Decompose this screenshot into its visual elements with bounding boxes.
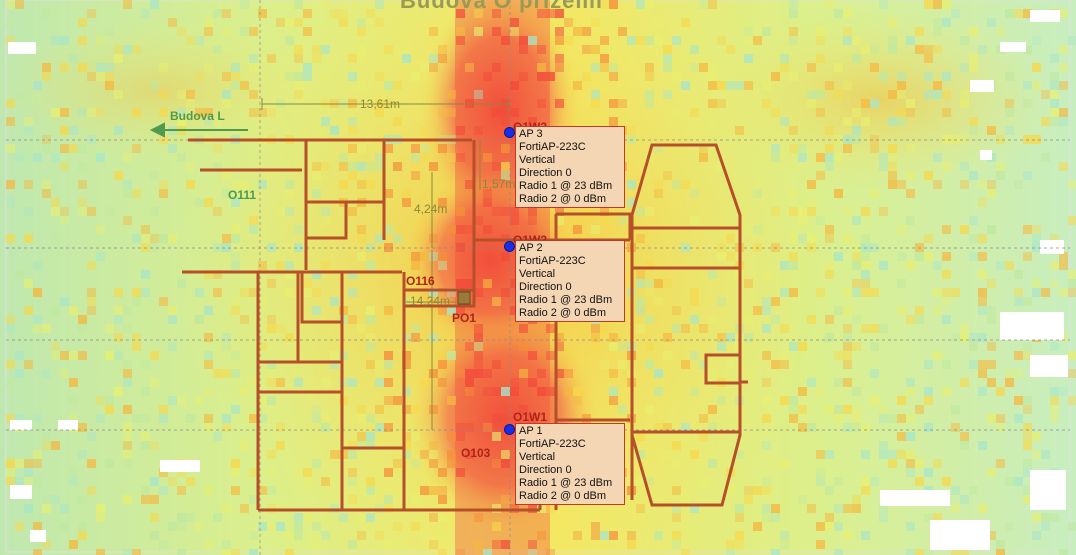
grid-lines bbox=[6, 0, 1070, 555]
ap3-marker[interactable] bbox=[504, 127, 515, 138]
dimension-label-14-24: 14,24m bbox=[410, 294, 451, 308]
dimension-label-13-61: 13,61m bbox=[360, 97, 401, 111]
room-label-o103: O103 bbox=[461, 446, 491, 460]
ap1-marker[interactable] bbox=[504, 424, 515, 435]
room-label-o1w1: O1W1 bbox=[513, 410, 548, 424]
ap1-radio1: Radio 1 @ 23 dBm bbox=[519, 477, 613, 489]
no-coverage-patches bbox=[8, 10, 1068, 550]
ap3-name: AP 3 bbox=[519, 128, 543, 140]
ap1-radio2: Radio 2 @ 0 dBm bbox=[519, 490, 606, 502]
ap2-radio1: Radio 1 @ 23 dBm bbox=[519, 294, 613, 306]
room-label-o111: O111 bbox=[228, 188, 257, 202]
ap3-radio2: Radio 2 @ 0 dBm bbox=[519, 193, 606, 205]
equipment-marker bbox=[457, 291, 471, 305]
ap2-name: AP 2 bbox=[519, 242, 543, 254]
ap2-orientation: Vertical bbox=[519, 268, 556, 280]
ap3-model: FortiAP-223C bbox=[519, 141, 586, 153]
ap1-model: FortiAP-223C bbox=[519, 438, 586, 450]
ap3-orientation: Vertical bbox=[519, 154, 556, 166]
room-label-po1: PO1 bbox=[452, 311, 477, 325]
ap2-direction: Direction 0 bbox=[519, 281, 572, 293]
ap2-info-box[interactable]: AP 2 FortiAP-223C Vertical Direction 0 R… bbox=[515, 240, 625, 322]
heatmap-pixels bbox=[6, 0, 1076, 555]
ap1-name: AP 1 bbox=[519, 425, 543, 437]
ap2-radio2: Radio 2 @ 0 dBm bbox=[519, 307, 606, 319]
ap1-orientation: Vertical bbox=[519, 451, 556, 463]
ap3-direction: Direction 0 bbox=[519, 167, 572, 179]
ap1-direction: Direction 0 bbox=[519, 464, 572, 476]
room-label-o116: O116 bbox=[406, 274, 435, 288]
dimension-label-4-24: 4,24m bbox=[414, 202, 448, 216]
ap1-info-box[interactable]: AP 1 FortiAP-223C Vertical Direction 0 R… bbox=[515, 423, 625, 505]
building-label: Budova L bbox=[170, 109, 225, 123]
ap3-radio1: Radio 1 @ 23 dBm bbox=[519, 180, 613, 192]
dimension-label-1-57: 1,57m bbox=[482, 177, 516, 191]
ap2-model: FortiAP-223C bbox=[519, 255, 586, 267]
building-l-arrow bbox=[149, 122, 248, 138]
ap2-marker[interactable] bbox=[504, 241, 515, 252]
ap3-info-box[interactable]: AP 3 FortiAP-223C Vertical Direction 0 R… bbox=[515, 126, 625, 208]
map-title: Budova O přízemí bbox=[400, 0, 604, 13]
